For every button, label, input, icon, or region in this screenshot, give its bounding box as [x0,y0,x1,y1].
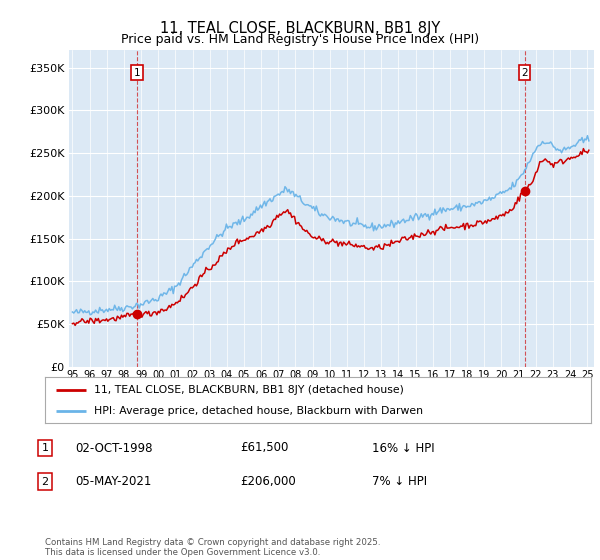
Text: 7% ↓ HPI: 7% ↓ HPI [372,475,427,488]
Text: Contains HM Land Registry data © Crown copyright and database right 2025.
This d: Contains HM Land Registry data © Crown c… [45,538,380,557]
Text: 1: 1 [41,443,49,453]
Text: £61,500: £61,500 [240,441,289,455]
Text: £206,000: £206,000 [240,475,296,488]
Text: 2: 2 [41,477,49,487]
Text: 11, TEAL CLOSE, BLACKBURN, BB1 8JY (detached house): 11, TEAL CLOSE, BLACKBURN, BB1 8JY (deta… [94,385,404,395]
Text: 11, TEAL CLOSE, BLACKBURN, BB1 8JY: 11, TEAL CLOSE, BLACKBURN, BB1 8JY [160,21,440,36]
Text: 05-MAY-2021: 05-MAY-2021 [75,475,151,488]
Text: Price paid vs. HM Land Registry's House Price Index (HPI): Price paid vs. HM Land Registry's House … [121,33,479,46]
Text: 02-OCT-1998: 02-OCT-1998 [75,441,152,455]
Text: 1: 1 [133,68,140,77]
Text: HPI: Average price, detached house, Blackburn with Darwen: HPI: Average price, detached house, Blac… [94,407,423,416]
Text: 16% ↓ HPI: 16% ↓ HPI [372,441,434,455]
Text: 2: 2 [521,68,528,77]
